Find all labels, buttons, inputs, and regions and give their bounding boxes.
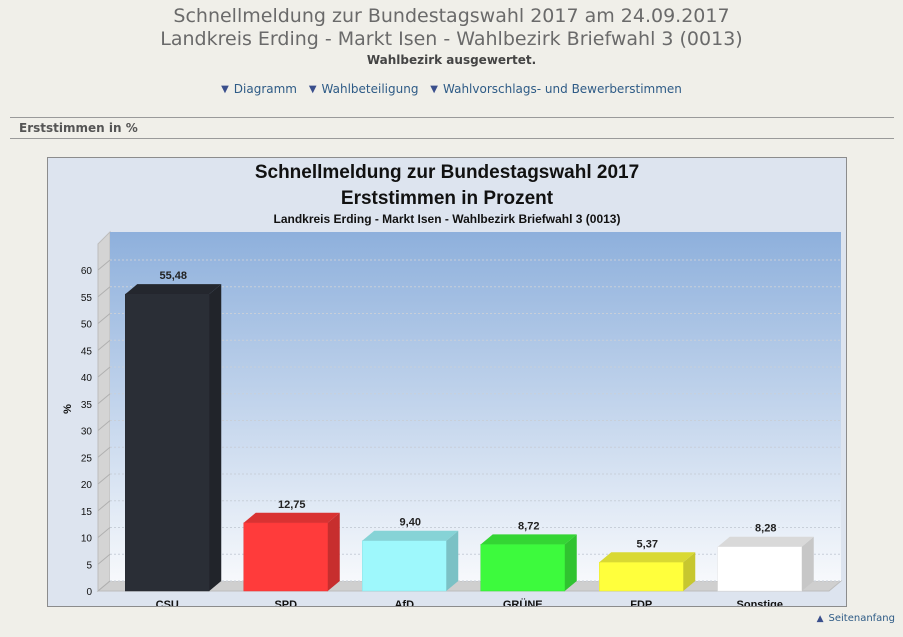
bar-side bbox=[209, 284, 222, 591]
bar-front bbox=[125, 293, 210, 592]
x-tick-label: GRÜNE bbox=[503, 598, 543, 606]
x-tick-label: AfD bbox=[394, 599, 414, 606]
y-axis-label: % bbox=[62, 404, 74, 414]
bar-value-label: 12,75 bbox=[278, 499, 306, 511]
bar-front bbox=[480, 544, 565, 592]
page-title: Schnellmeldung zur Bundestagswahl 2017 a… bbox=[173, 5, 730, 27]
nav-link-bewerberstimmen[interactable]: ▼ Wahlvorschlags- und Bewerberstimmen bbox=[430, 82, 682, 96]
bar-side bbox=[564, 534, 577, 591]
bar-top bbox=[599, 552, 696, 563]
grid-line-wall bbox=[97, 366, 111, 378]
section-divider-top bbox=[10, 117, 894, 118]
bar-value-label: 8,72 bbox=[518, 520, 539, 532]
chevron-down-icon: ▼ bbox=[308, 84, 317, 95]
nav-link-wahlbeteiligung[interactable]: ▼ Wahlbeteiligung bbox=[309, 82, 419, 96]
bar-top bbox=[362, 530, 459, 541]
grid-line-wall bbox=[97, 580, 111, 592]
bar-front bbox=[599, 562, 684, 592]
bar-top bbox=[125, 284, 222, 295]
x-tick-label: Sonstige bbox=[737, 599, 783, 606]
bar-front bbox=[717, 546, 802, 592]
bar-afd bbox=[362, 530, 459, 592]
grid-line-wall bbox=[97, 313, 111, 324]
grid-line-wall bbox=[97, 393, 111, 405]
bar-side bbox=[801, 536, 814, 591]
x-tick-label: SPD bbox=[274, 599, 297, 606]
bar-spd bbox=[243, 512, 340, 592]
y-tick-label: 20 bbox=[81, 480, 93, 491]
y-tick-label: 0 bbox=[86, 587, 92, 598]
bar-chart: Schnellmeldung zur Bundestagswahl 2017 E… bbox=[62, 162, 843, 606]
grid-line-wall bbox=[97, 527, 111, 538]
nav-link-label: Diagramm bbox=[233, 82, 297, 96]
status-text: Wahlbezirk ausgewertet. bbox=[366, 53, 537, 67]
chevron-up-icon: ▲ bbox=[816, 614, 824, 624]
grid-line-wall bbox=[97, 259, 111, 271]
bar-sonstige bbox=[717, 536, 814, 592]
grid-line-wall bbox=[97, 420, 111, 431]
plot-side-wall bbox=[97, 230, 111, 593]
chevron-down-icon: ▼ bbox=[430, 84, 438, 95]
section-heading: Erststimmen in % bbox=[19, 121, 138, 135]
grid-line-wall bbox=[97, 446, 111, 458]
nav-link-label: Wahlvorschlags- und Bewerberstimmen bbox=[443, 82, 682, 96]
bar-fdp bbox=[599, 552, 696, 592]
chart-title: Schnellmeldung zur Bundestagswahl 2017 bbox=[255, 162, 639, 183]
y-tick-label: 25 bbox=[81, 453, 93, 464]
grid-line-wall bbox=[97, 553, 111, 565]
nav-link-diagramm[interactable]: ▼ Diagramm bbox=[221, 82, 297, 96]
bar-side bbox=[683, 552, 696, 591]
y-tick-label: 40 bbox=[81, 373, 93, 384]
y-tick-label: 5 bbox=[86, 560, 92, 571]
grid-line-wall bbox=[97, 286, 111, 298]
nav-links: ▼ Diagramm ▼ Wahlbeteiligung ▼ Wahlvorschla… bbox=[0, 82, 903, 96]
chart-subtitle: Erststimmen in Prozent bbox=[341, 188, 554, 209]
y-tick-label: 30 bbox=[81, 427, 93, 438]
bar-front bbox=[243, 522, 328, 592]
bar-grüne bbox=[480, 534, 577, 592]
y-tick-label: 45 bbox=[81, 346, 93, 357]
y-tick-label: 10 bbox=[81, 534, 93, 545]
plot-background bbox=[110, 232, 841, 581]
bar-side bbox=[446, 530, 459, 591]
nav-link-label: Wahlbeteiligung bbox=[321, 82, 419, 96]
bar-top bbox=[480, 534, 577, 545]
y-tick-label: 55 bbox=[81, 293, 93, 304]
chevron-down-icon: ▼ bbox=[221, 84, 229, 95]
bar-top bbox=[717, 536, 814, 547]
bar-value-label: 9,40 bbox=[400, 517, 421, 529]
y-tick-label: 15 bbox=[81, 507, 93, 518]
back-to-top-link[interactable]: ▲ Seitenanfang bbox=[817, 613, 895, 624]
chart-caption: Landkreis Erding - Markt Isen - Wahlbezi… bbox=[274, 212, 621, 226]
bar-front bbox=[362, 540, 447, 592]
page-subtitle: Landkreis Erding - Markt Isen - Wahlbezi… bbox=[160, 28, 743, 50]
bar-csu bbox=[125, 284, 222, 592]
bar-value-label: 5,37 bbox=[637, 538, 658, 550]
bar-value-label: 8,28 bbox=[755, 523, 776, 535]
x-tick-label: FDP bbox=[630, 599, 652, 606]
y-tick-label: 35 bbox=[81, 400, 93, 411]
y-tick-label: 60 bbox=[81, 266, 93, 277]
bar-side bbox=[327, 512, 340, 591]
grid-line-wall bbox=[97, 339, 111, 351]
y-tick-label: 50 bbox=[81, 320, 93, 331]
grid-line-wall bbox=[97, 500, 111, 512]
grid-line-wall bbox=[97, 473, 111, 485]
x-tick-label: CSU bbox=[156, 599, 179, 606]
chart-frame: Schnellmeldung zur Bundestagswahl 2017 E… bbox=[47, 157, 847, 607]
back-to-top-label: Seitenanfang bbox=[828, 613, 896, 624]
section-divider-bottom bbox=[10, 138, 894, 139]
bar-value-label: 55,48 bbox=[159, 270, 187, 282]
bar-top bbox=[243, 512, 340, 523]
